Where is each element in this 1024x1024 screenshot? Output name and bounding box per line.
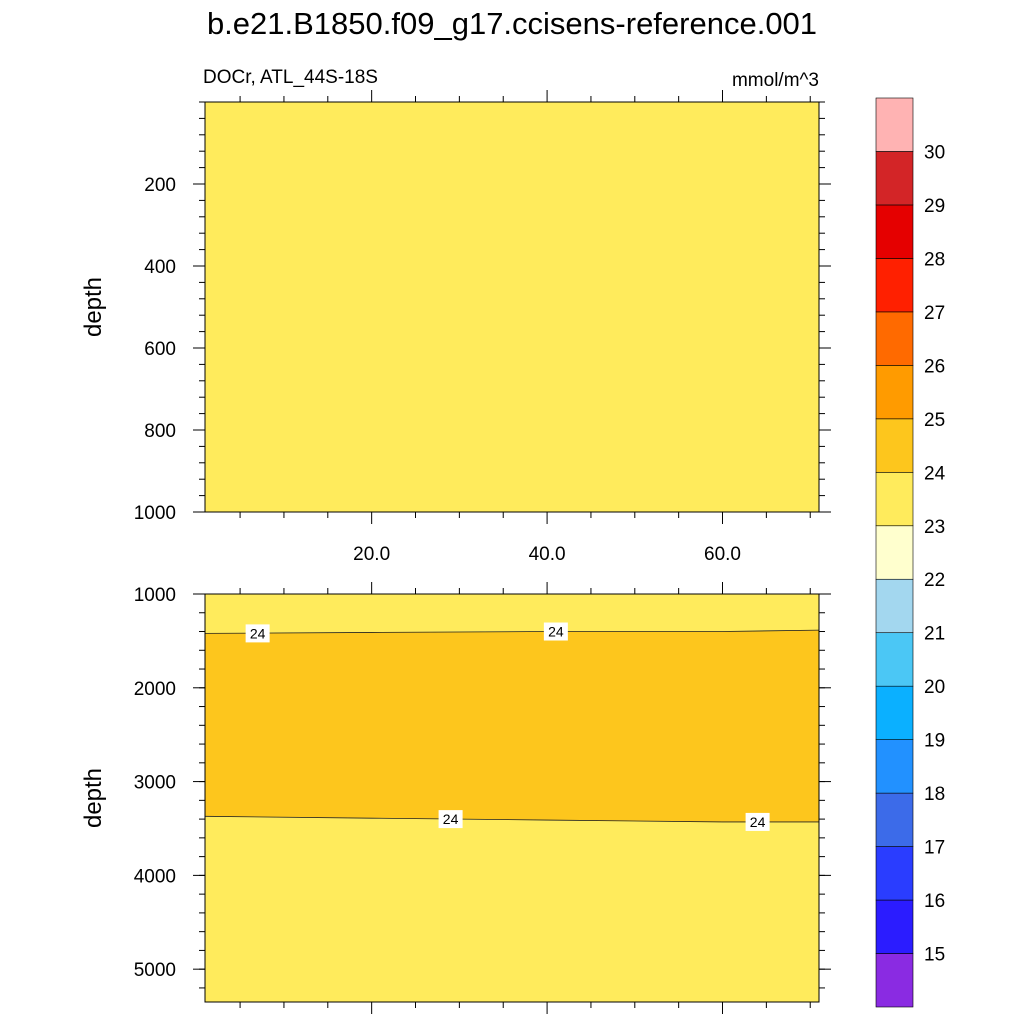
colorbar-label: 25 — [924, 410, 945, 431]
contour-label-bg — [438, 810, 463, 829]
contour-label-bg — [543, 622, 568, 641]
colorbar-label: 21 — [924, 624, 945, 645]
colorbar-box — [875, 525, 914, 580]
colorbar-box — [875, 204, 914, 259]
y-tick-label: 2000 — [134, 679, 176, 700]
colorbar-box — [875, 258, 914, 313]
panels-group: 200 400 600 800 1000 depth 24 24 24 24 1000 2000 300… — [80, 90, 831, 1014]
y-tick-label: 1000 — [134, 585, 176, 606]
panel-1: 200 400 600 800 1000 depth — [80, 90, 831, 524]
contour-label: 24 — [443, 811, 459, 827]
colorbar-label: 19 — [924, 731, 945, 752]
colorbar-box — [875, 151, 914, 206]
y-tick-label: 5000 — [134, 960, 176, 981]
colorbar-box — [875, 899, 914, 954]
colorbar-box — [875, 632, 914, 687]
colorbar-box — [875, 739, 914, 794]
colorbar-box — [875, 685, 914, 740]
y-tick-label: 400 — [144, 257, 176, 278]
colorbar-label: 26 — [924, 356, 945, 377]
subtitle-left: DOCr, ATL_44S-18S — [203, 67, 378, 88]
y-axis-label: depth — [80, 277, 107, 337]
colorbar-label: 20 — [924, 677, 945, 698]
colorbar: 15 16 17 18 19 20 21 22 23 24 25 26 27 28 29 30 — [875, 97, 946, 1008]
panel-fill — [205, 102, 819, 512]
contour-label-bg — [245, 624, 270, 643]
colorbar-box — [875, 311, 914, 366]
colorbar-label: 29 — [924, 196, 945, 217]
x-tick-label: 20.0 — [353, 544, 390, 565]
y-tick-label: 3000 — [134, 773, 176, 794]
panel-frame — [204, 101, 820, 513]
panel-frame — [204, 593, 820, 1003]
colorbar-label: 17 — [924, 838, 945, 859]
y-tick-label: 800 — [144, 421, 176, 442]
y-tick-label: 200 — [144, 175, 176, 196]
colorbar-label: 24 — [924, 463, 946, 484]
x-tick-label: 60.0 — [704, 544, 741, 565]
chart-title: b.e21.B1850.f09_g17.ccisens-reference.00… — [207, 6, 817, 41]
colorbar-label: 16 — [924, 891, 945, 912]
y-axis-label: depth — [80, 768, 107, 828]
subtitle-right: mmol/m^3 — [732, 70, 819, 91]
colorbar-box — [875, 578, 914, 634]
colorbar-box — [875, 846, 914, 901]
x-tick-label: 40.0 — [529, 544, 566, 565]
contour-label: 24 — [250, 625, 266, 641]
x-tick-labels: 20.0 40.0 60.0 — [353, 544, 741, 565]
panel-2: 24 24 24 24 1000 2000 3000 4000 5000 depth — [80, 582, 831, 1014]
colorbar-box — [875, 792, 914, 847]
colorbar-box — [875, 97, 914, 152]
colorbar-label: 28 — [924, 249, 945, 270]
contour-label-bg — [745, 812, 770, 831]
colorbar-box — [875, 418, 914, 473]
y-tick-label: 4000 — [134, 866, 176, 887]
y-tick-label: 1000 — [134, 503, 176, 524]
colorbar-label: 27 — [924, 303, 945, 324]
colorbar-label: 18 — [924, 784, 945, 805]
colorbar-label: 22 — [924, 570, 945, 591]
colorbar-box — [875, 471, 914, 527]
y-tick-label: 600 — [144, 339, 176, 360]
contour-region — [205, 630, 819, 822]
colorbar-label: 23 — [924, 517, 945, 538]
colorbar-box — [875, 365, 914, 420]
colorbar-label: 30 — [924, 142, 945, 163]
colorbar-box — [875, 953, 914, 1008]
contour-label: 24 — [548, 624, 564, 640]
contour-label: 24 — [750, 814, 766, 830]
colorbar-label: 15 — [924, 945, 945, 966]
